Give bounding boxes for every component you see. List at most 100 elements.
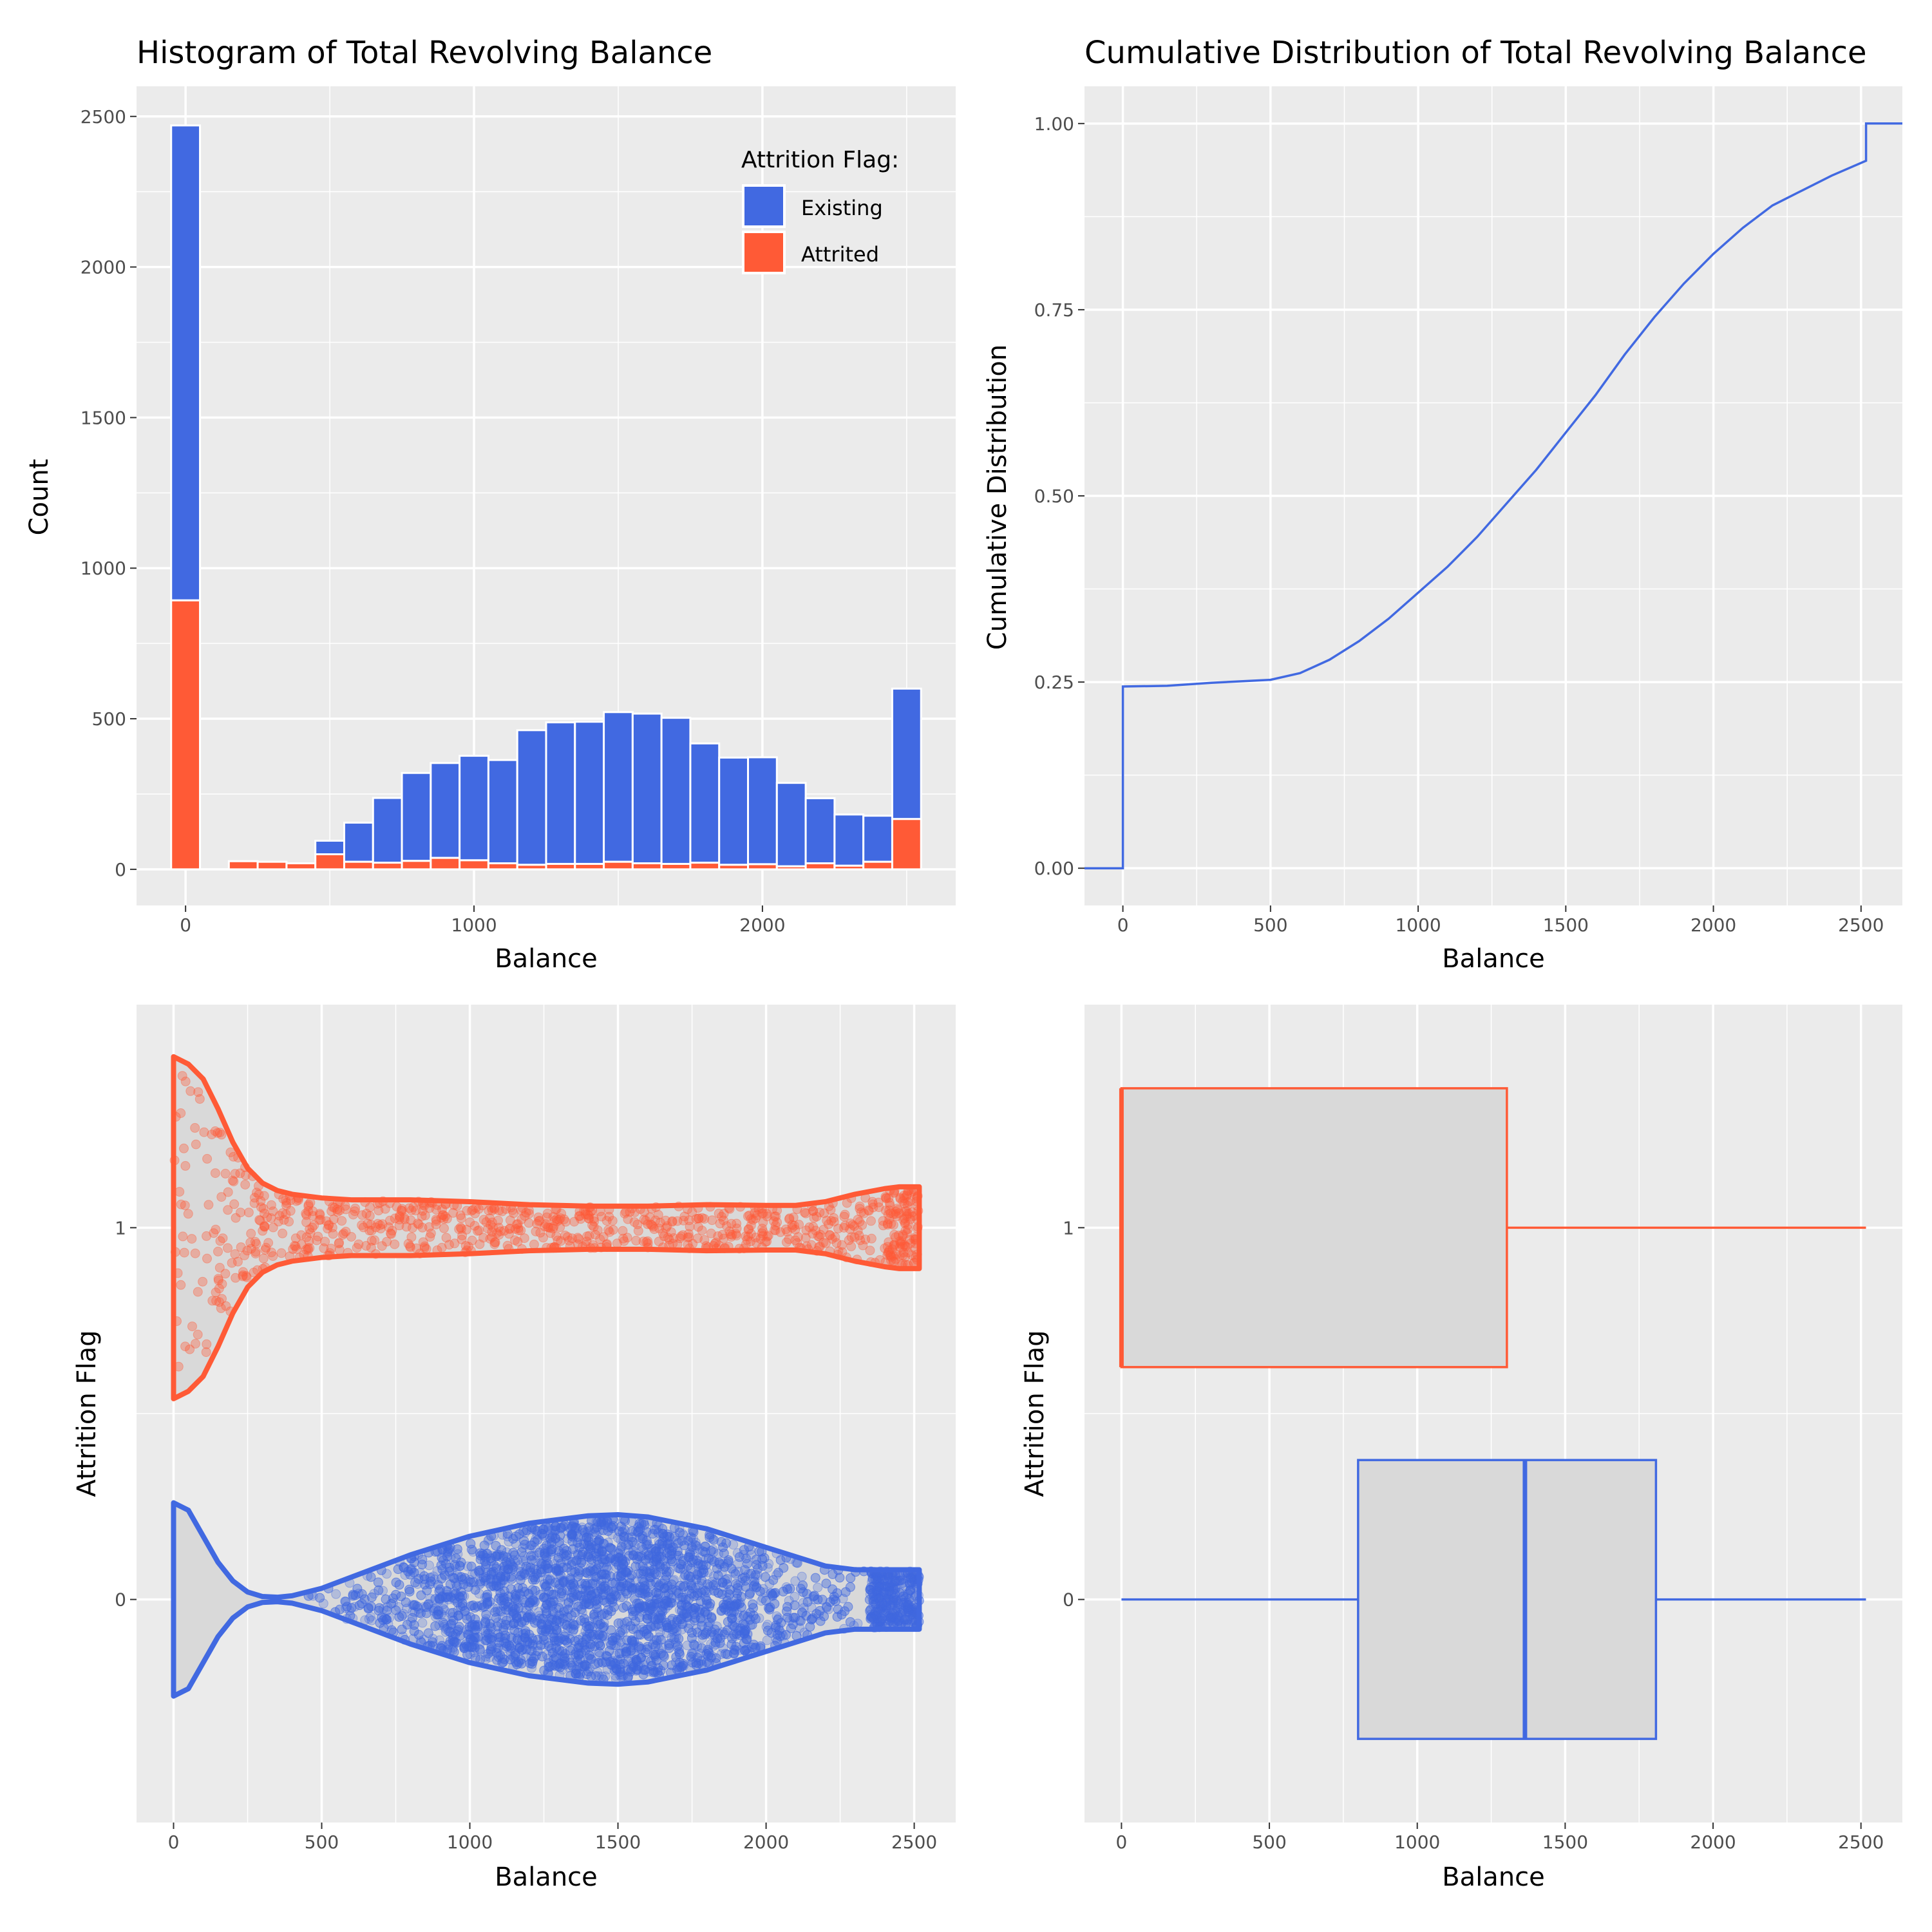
cdf-ytick-label: 0.75 (1034, 299, 1074, 321)
jitter-point (806, 1240, 817, 1250)
jitter-point (485, 1213, 495, 1224)
jitter-point (438, 1618, 448, 1628)
jitter-point (301, 1232, 312, 1242)
jitter-point (782, 1584, 793, 1595)
jitter-point (250, 1236, 260, 1247)
cdf-ytick-label: 0.50 (1034, 486, 1074, 507)
bar-existing (343, 821, 374, 863)
cdf-ytick-label: 0.00 (1034, 858, 1074, 879)
jitter-point (416, 1590, 426, 1600)
jitter-point (525, 1658, 535, 1669)
jitter-point (354, 1600, 365, 1611)
jitter-point (675, 1580, 685, 1591)
jitter-point (395, 1211, 404, 1221)
jitter-point (904, 1209, 914, 1219)
jitter-point (516, 1226, 526, 1236)
cdf-ytick-label: 1.00 (1034, 113, 1074, 135)
jitter-point (178, 1231, 188, 1242)
jitter-point (688, 1238, 698, 1249)
jitter-point (464, 1242, 473, 1252)
jitter-point (495, 1651, 506, 1661)
jitter-point (853, 1226, 863, 1236)
jitter-point (448, 1607, 458, 1618)
bar-existing (516, 729, 547, 866)
jitter-point (878, 1216, 888, 1226)
jitter-point (508, 1208, 518, 1218)
jitter-point (548, 1212, 558, 1222)
jitter-point (618, 1233, 629, 1244)
jitter-point (721, 1538, 732, 1548)
jitter-point (536, 1620, 547, 1630)
jitter-point (334, 1238, 345, 1248)
jitter-point (365, 1202, 375, 1213)
jitter-point (341, 1204, 351, 1215)
jitter-point (694, 1213, 704, 1224)
jitter-point (549, 1589, 558, 1600)
bar-existing (170, 124, 202, 601)
histogram-xtick-label: 2000 (739, 914, 785, 936)
jitter-point (884, 1198, 895, 1208)
jitter-point (883, 1247, 893, 1258)
jitter-point (255, 1215, 265, 1226)
jitter-point (699, 1214, 710, 1224)
jitter-point (655, 1217, 665, 1227)
jitter-point (903, 1220, 913, 1230)
jitter-point (292, 1244, 301, 1255)
jitter-point (904, 1235, 914, 1245)
jitter-point (741, 1634, 752, 1644)
jitter-point (323, 1224, 333, 1234)
jitter-point (232, 1256, 243, 1267)
jitter-point (659, 1583, 670, 1593)
jitter-point (215, 1128, 225, 1138)
jitter-point (510, 1651, 520, 1661)
bar-existing (372, 797, 403, 864)
bar-existing (401, 772, 432, 862)
jitter-point (576, 1557, 586, 1567)
jitter-point (505, 1215, 515, 1226)
bar-existing (862, 815, 893, 863)
jitter-point (822, 1215, 832, 1226)
jitter-point (266, 1200, 276, 1210)
jitter-point (694, 1213, 703, 1224)
legend-key-existing (742, 184, 786, 228)
bar-existing (430, 762, 461, 859)
jitter-point (631, 1235, 641, 1245)
jitter-point (469, 1220, 480, 1231)
jitter-point (813, 1582, 823, 1593)
jitter-point (794, 1220, 804, 1229)
jitter-point (894, 1208, 904, 1218)
jitter-point (716, 1606, 726, 1616)
bar-existing (459, 755, 489, 862)
jitter-point (843, 1602, 853, 1612)
jitter-point (198, 1276, 208, 1287)
jitter-point (855, 1201, 865, 1211)
jitter-point (374, 1206, 384, 1216)
jitter-point (592, 1225, 603, 1235)
bar-attrited (285, 862, 317, 871)
jitter-point (884, 1245, 895, 1255)
jitter-point (647, 1612, 658, 1622)
jitter-point (674, 1649, 685, 1660)
jitter-point (525, 1597, 535, 1607)
jitter-point (473, 1226, 482, 1236)
jitter-point (790, 1591, 800, 1602)
histogram-ytick-label: 0 (115, 859, 126, 880)
jitter-point (820, 1238, 831, 1248)
histogram-ytick-label: 2000 (80, 257, 126, 278)
jitter-point (315, 1593, 325, 1603)
bar-existing (833, 813, 865, 867)
jitter-point (619, 1532, 629, 1542)
jitter-point (866, 1216, 876, 1226)
jitter-point (762, 1209, 772, 1219)
jitter-point (390, 1213, 400, 1224)
jitter-point (829, 1213, 839, 1223)
jitter-point (194, 1094, 205, 1104)
jitter-point (787, 1220, 797, 1230)
jitter-point (190, 1248, 200, 1258)
bar-attrited (256, 860, 288, 871)
jitter-point (744, 1224, 754, 1234)
jitter-point (479, 1540, 489, 1551)
bar-attrited (372, 862, 403, 871)
jitter-point (761, 1236, 771, 1247)
